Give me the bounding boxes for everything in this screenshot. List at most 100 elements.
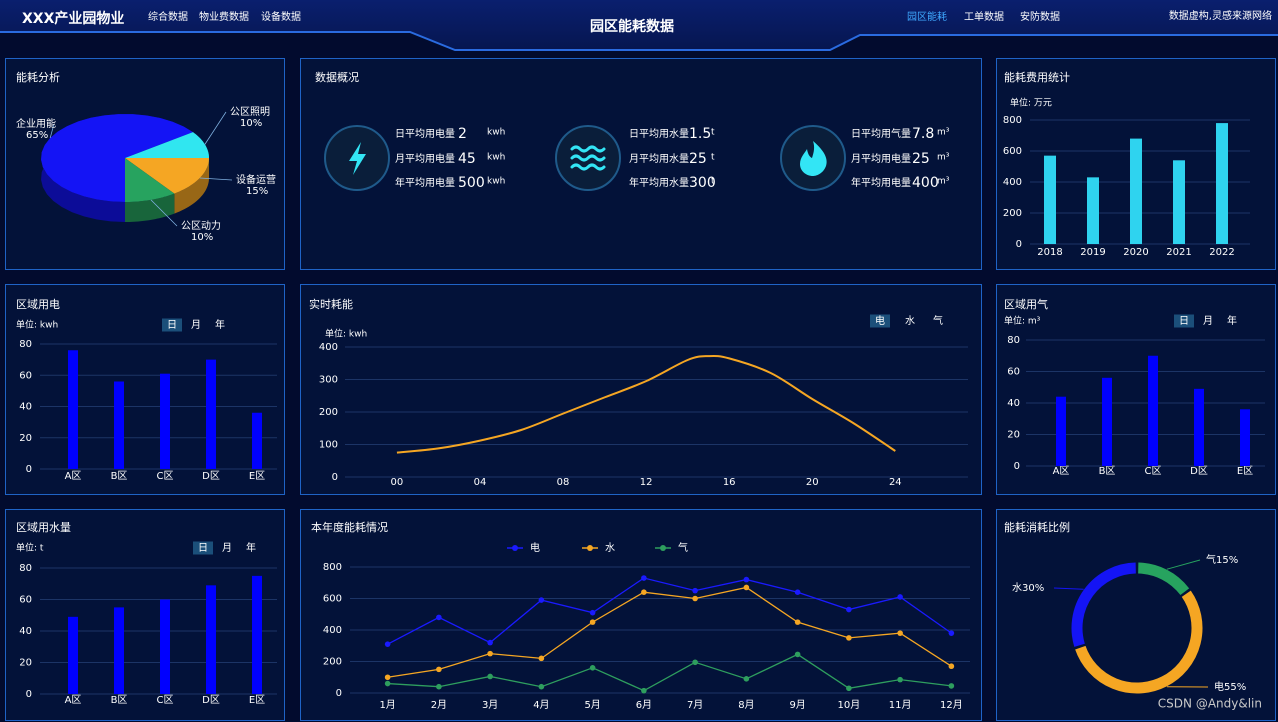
- toggle-button[interactable]: 年: [1227, 314, 1237, 327]
- toggle-active-bg: [1174, 314, 1194, 328]
- point: [948, 630, 955, 636]
- pie-slice: [125, 158, 175, 202]
- stat-label: 日平均用气量: [851, 127, 911, 140]
- x-tick-label: 1月: [379, 699, 395, 711]
- bar: [68, 350, 78, 469]
- toggle-button[interactable]: 月: [191, 319, 201, 331]
- stat-value: 25: [689, 151, 707, 167]
- x-tick-label: 12月: [940, 699, 963, 711]
- bar: [1148, 355, 1158, 466]
- toggle-button[interactable]: 月: [222, 542, 232, 554]
- x-tick-label: 2022: [1209, 247, 1234, 258]
- y-tick-label: 0: [26, 464, 32, 475]
- point: [384, 641, 391, 647]
- bar: [114, 607, 124, 694]
- header-bg: [0, 0, 1278, 50]
- point: [487, 639, 493, 646]
- y-tick-label: 200: [319, 407, 338, 418]
- point: [487, 650, 493, 657]
- donut-segment: [1075, 590, 1203, 694]
- toggle-button[interactable]: 日: [1179, 316, 1189, 327]
- point: [538, 597, 545, 603]
- toggle-button[interactable]: 日: [167, 320, 177, 331]
- y-tick-label: 40: [19, 626, 32, 637]
- point: [641, 575, 647, 581]
- legend-marker: [587, 545, 593, 551]
- x-tick-label: B区: [111, 694, 128, 706]
- x-tick-label: 2019: [1080, 247, 1105, 258]
- x-tick-label: A区: [1053, 465, 1070, 477]
- pie-slice: [125, 132, 209, 158]
- donut-segment: [1071, 562, 1137, 647]
- panel: [996, 284, 1276, 495]
- x-tick-label: 9月: [789, 699, 805, 711]
- nav-item[interactable]: 工单数据: [964, 10, 1004, 23]
- point: [436, 614, 442, 621]
- point: [948, 663, 955, 670]
- stat-unit: kwh: [487, 128, 505, 138]
- x-tick-label: 2020: [1123, 247, 1148, 258]
- y-tick-label: 80: [1007, 335, 1020, 346]
- toggle-button[interactable]: 年: [215, 318, 225, 331]
- toggle-button[interactable]: 电: [875, 314, 885, 327]
- y-tick-label: 60: [19, 370, 32, 381]
- unit-label: 单位: kwh: [16, 319, 58, 331]
- x-tick-label: 4月: [533, 699, 549, 711]
- x-tick-label: 2月: [431, 699, 447, 711]
- point: [897, 630, 903, 636]
- x-tick-label: 10月: [838, 699, 861, 711]
- header-title: XXX产业园物业: [22, 10, 124, 27]
- nav-item[interactable]: 物业费数据: [199, 10, 249, 23]
- legend-label: 电: [530, 541, 540, 554]
- panel: [5, 284, 285, 495]
- point: [743, 676, 750, 682]
- line: [387, 653, 952, 692]
- x-tick-label: C区: [1145, 465, 1162, 477]
- header-line: [0, 31, 1278, 51]
- slice-value: 55%: [1224, 682, 1246, 693]
- nav-item[interactable]: 综合数据: [148, 10, 188, 23]
- unit-label: 单位: m³: [1004, 315, 1041, 327]
- toggle-button[interactable]: 气: [933, 314, 943, 327]
- slice-label: 电55%: [1214, 680, 1246, 693]
- x-tick-label: E区: [1237, 465, 1253, 477]
- x-tick-label: B区: [1099, 465, 1116, 477]
- slice-label: 水30%: [1012, 582, 1044, 594]
- line: [387, 586, 952, 678]
- x-tick-label: 04: [474, 477, 487, 488]
- slice-value: 15%: [246, 186, 268, 197]
- bar: [1087, 177, 1099, 244]
- slice-value: 10%: [240, 118, 262, 129]
- point: [641, 589, 647, 595]
- nav-item-active[interactable]: 园区能耗: [907, 10, 947, 23]
- toggle-button[interactable]: 月: [1203, 315, 1213, 327]
- point: [897, 594, 903, 600]
- icon-electric: [324, 125, 390, 191]
- x-tick-label: 12: [640, 477, 653, 488]
- toggle-button[interactable]: 水: [905, 315, 915, 327]
- toggle-button[interactable]: 日: [198, 543, 208, 554]
- y-tick-label: 400: [1003, 177, 1022, 188]
- nav-item[interactable]: 设备数据: [261, 10, 301, 23]
- x-tick-label: 16: [723, 477, 736, 488]
- leader-line: [199, 177, 233, 181]
- toggle-button[interactable]: 年: [246, 541, 256, 554]
- toggle-active-bg: [870, 314, 890, 328]
- bar: [1194, 388, 1204, 466]
- bar: [114, 381, 124, 469]
- stat-value: 300: [689, 175, 716, 191]
- stat-value: 2: [458, 126, 467, 142]
- x-tick-label: D区: [202, 470, 220, 482]
- point: [589, 665, 596, 671]
- bar: [1173, 160, 1185, 244]
- point: [948, 683, 955, 689]
- x-tick-label: 00: [391, 477, 404, 488]
- stat-label: 年平均用电量: [851, 176, 911, 189]
- nav-item[interactable]: 安防数据: [1020, 10, 1060, 23]
- y-tick-label: 80: [19, 339, 32, 350]
- stat-label: 月平均用电量: [851, 152, 911, 165]
- x-tick-label: 5月: [584, 699, 600, 711]
- slice-value: 30%: [1022, 583, 1044, 594]
- leader-line: [49, 123, 55, 139]
